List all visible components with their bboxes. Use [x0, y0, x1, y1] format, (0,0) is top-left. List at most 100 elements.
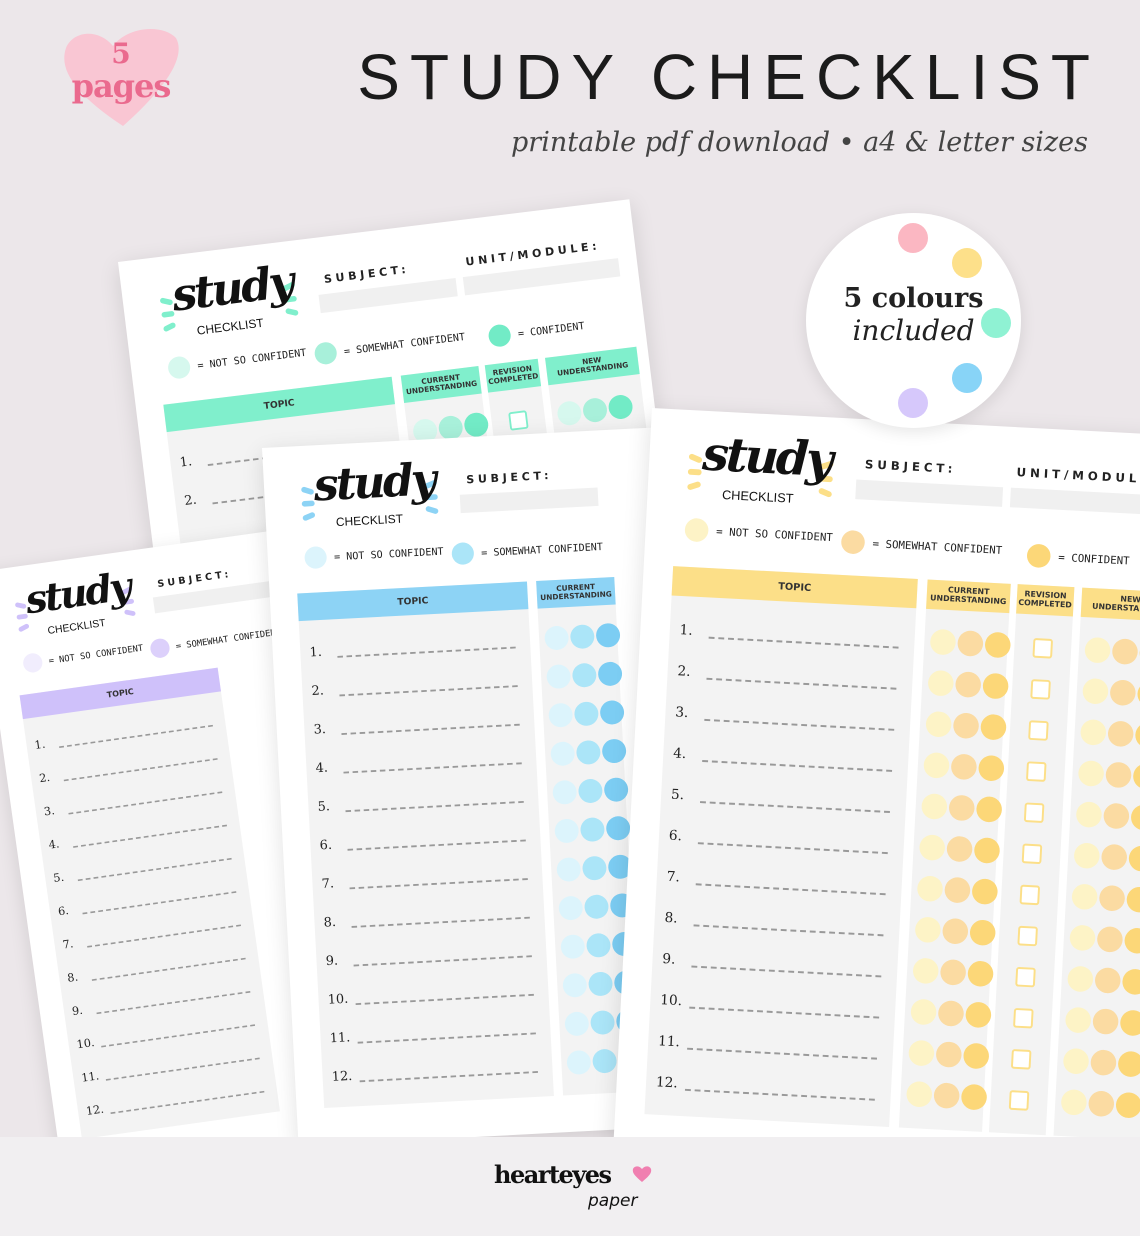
topic-line[interactable]: [689, 1006, 880, 1019]
confidence-option[interactable]: [916, 875, 944, 903]
topic-line[interactable]: [699, 801, 890, 814]
confidence-option[interactable]: [1132, 762, 1140, 790]
topic-line[interactable]: [343, 762, 522, 774]
confidence-option[interactable]: [544, 625, 570, 651]
topic-line[interactable]: [351, 916, 530, 928]
confidence-option[interactable]: [1094, 967, 1122, 994]
confidence-option[interactable]: [1079, 719, 1107, 746]
revision-checkbox[interactable]: [1017, 925, 1038, 947]
revision-checkbox[interactable]: [1010, 1049, 1032, 1070]
confidence-option[interactable]: [564, 1011, 590, 1037]
confidence-option[interactable]: [1128, 845, 1140, 872]
confidence-option[interactable]: [548, 702, 574, 728]
confidence-option[interactable]: [954, 671, 982, 699]
confidence-option[interactable]: [937, 1000, 965, 1027]
confidence-option[interactable]: [1084, 636, 1111, 664]
confidence-option[interactable]: [1100, 843, 1128, 871]
confidence-option[interactable]: [1090, 1049, 1117, 1077]
confidence-option[interactable]: [1062, 1047, 1090, 1075]
topic-line[interactable]: [347, 839, 526, 851]
confidence-option[interactable]: [967, 960, 994, 988]
confidence-option[interactable]: [1123, 927, 1140, 955]
confidence-option[interactable]: [1092, 1008, 1119, 1035]
confidence-option[interactable]: [1109, 679, 1137, 707]
confidence-option[interactable]: [590, 1009, 616, 1036]
confidence-option[interactable]: [929, 628, 957, 656]
revision-checkbox[interactable]: [1025, 761, 1047, 782]
confidence-option[interactable]: [585, 932, 612, 958]
confidence-option[interactable]: [984, 631, 1012, 659]
confidence-option[interactable]: [980, 713, 1007, 741]
topic-line[interactable]: [357, 1032, 536, 1044]
topic-line[interactable]: [704, 718, 895, 731]
confidence-option[interactable]: [556, 856, 582, 883]
revision-checkbox[interactable]: [1030, 679, 1051, 700]
revision-checkbox[interactable]: [1028, 720, 1049, 741]
confidence-option[interactable]: [1069, 924, 1096, 952]
confidence-option[interactable]: [1102, 802, 1130, 830]
confidence-option[interactable]: [939, 958, 967, 986]
confidence-option[interactable]: [1130, 804, 1140, 831]
confidence-option[interactable]: [914, 916, 942, 944]
confidence-option[interactable]: [1064, 1006, 1092, 1034]
confidence-option[interactable]: [1117, 1050, 1140, 1078]
confidence-option[interactable]: [969, 919, 997, 947]
revision-checkbox[interactable]: [508, 410, 529, 431]
confidence-option[interactable]: [546, 664, 572, 690]
subject-field[interactable]: [459, 487, 599, 514]
confidence-option[interactable]: [935, 1041, 963, 1068]
confidence-option[interactable]: [1098, 884, 1126, 912]
topic-line[interactable]: [349, 878, 528, 890]
confidence-option[interactable]: [910, 998, 937, 1026]
topic-line[interactable]: [693, 924, 884, 937]
confidence-option[interactable]: [1115, 1091, 1140, 1119]
confidence-option[interactable]: [925, 710, 953, 738]
confidence-option[interactable]: [946, 835, 973, 863]
revision-checkbox[interactable]: [1023, 802, 1045, 824]
topic-line[interactable]: [337, 646, 516, 658]
revision-checkbox[interactable]: [1015, 966, 1036, 988]
confidence-option[interactable]: [1060, 1088, 1088, 1116]
confidence-option[interactable]: [577, 778, 604, 804]
confidence-option[interactable]: [592, 1048, 618, 1074]
topic-line[interactable]: [697, 842, 888, 855]
topic-line[interactable]: [706, 677, 897, 690]
topic-line[interactable]: [702, 759, 893, 772]
confidence-option[interactable]: [975, 795, 1003, 823]
confidence-option[interactable]: [575, 739, 601, 765]
confidence-option[interactable]: [558, 895, 584, 921]
confidence-option[interactable]: [1082, 677, 1109, 705]
confidence-option[interactable]: [920, 793, 948, 820]
confidence-option[interactable]: [956, 630, 984, 657]
confidence-option[interactable]: [918, 834, 946, 861]
confidence-option[interactable]: [1107, 720, 1135, 748]
topic-line[interactable]: [359, 1071, 538, 1083]
revision-checkbox[interactable]: [1021, 843, 1043, 865]
confidence-option[interactable]: [971, 878, 999, 905]
confidence-option[interactable]: [927, 669, 955, 697]
confidence-option[interactable]: [601, 738, 627, 764]
topic-line[interactable]: [355, 993, 534, 1006]
confidence-option[interactable]: [569, 624, 595, 650]
confidence-option[interactable]: [552, 779, 578, 805]
confidence-option[interactable]: [960, 1083, 988, 1111]
subject-field[interactable]: [855, 479, 1004, 507]
confidence-option[interactable]: [1121, 968, 1140, 996]
confidence-option[interactable]: [579, 817, 606, 843]
confidence-option[interactable]: [948, 794, 976, 822]
confidence-option[interactable]: [941, 917, 969, 945]
confidence-option[interactable]: [462, 411, 490, 439]
topic-line[interactable]: [684, 1088, 875, 1101]
confidence-option[interactable]: [944, 876, 971, 904]
confidence-option[interactable]: [550, 741, 576, 767]
confidence-option[interactable]: [962, 1042, 990, 1070]
topic-line[interactable]: [341, 723, 520, 735]
confidence-option[interactable]: [923, 752, 950, 779]
confidence-option[interactable]: [1075, 801, 1103, 828]
confidence-option[interactable]: [908, 1039, 935, 1067]
confidence-option[interactable]: [1066, 965, 1094, 993]
confidence-option[interactable]: [595, 622, 621, 648]
confidence-option[interactable]: [583, 894, 610, 920]
topic-line[interactable]: [353, 955, 532, 967]
confidence-option[interactable]: [1071, 883, 1099, 911]
